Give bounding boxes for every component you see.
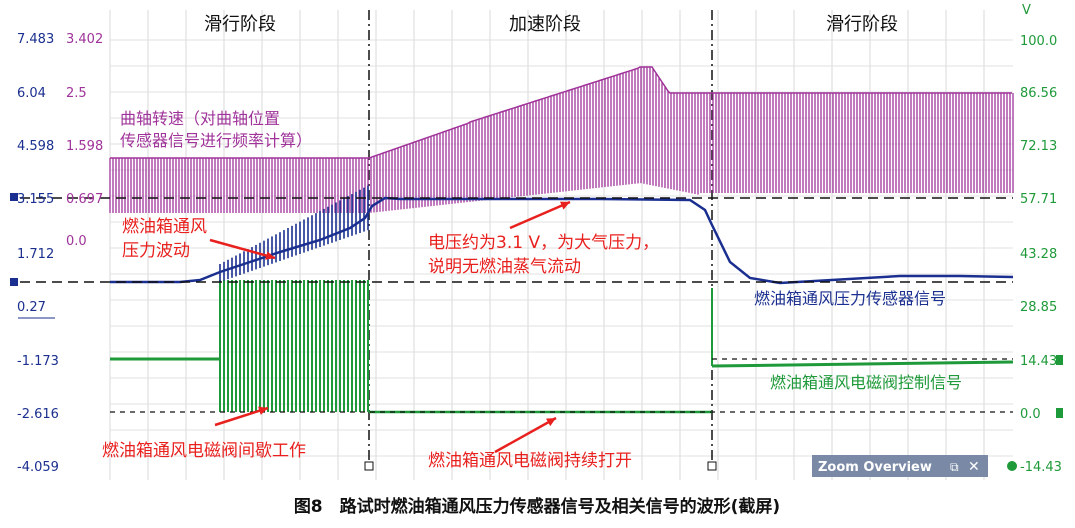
axis-tick-left-magenta: 2.5 — [66, 86, 87, 101]
axis-tick-left-magenta: 0.697 — [66, 192, 103, 207]
grid-lines — [109, 10, 1013, 480]
annotation-solenoid-open: 燃油箱通风电磁阀持续打开 — [428, 451, 632, 471]
arrow-pressure-wave-head — [265, 251, 275, 260]
marker-right-1 — [1056, 355, 1063, 365]
zoom-overview-title: Zoom Overview — [818, 460, 932, 475]
axis-tick-left-blue: 1.712 — [17, 247, 54, 262]
arrow-solenoid-open — [494, 416, 557, 454]
arrow-solenoid-intermittent-head — [258, 406, 268, 415]
annotation-pressure-wave-2: 压力波动 — [122, 241, 190, 261]
axis-tick-left-magenta: 1.598 — [66, 139, 103, 154]
axis-tick-right-green: 28.85 — [1020, 300, 1057, 315]
annotation-solenoid-intermittent: 燃油箱通风电磁阀间歇工作 — [102, 441, 306, 461]
arrow-solenoid-open-head — [546, 418, 556, 427]
axis-tick-left-blue: 3.155 — [17, 192, 54, 207]
phase-marker — [707, 461, 717, 471]
axis-tick-left-blue: 0.27 — [17, 300, 46, 315]
axis-tick-left-blue: 7.483 — [17, 32, 54, 47]
phase-marker — [364, 461, 374, 471]
axis-tick-right-green: -14.43 — [1020, 460, 1062, 475]
axis-labels: 7.483 6.04 4.598 3.155 1.712 0.27 -1.173 -2.616… — [10, 3, 1063, 475]
close-icon[interactable]: ✕ — [968, 459, 980, 475]
annotation-voltage-1: 电压约为3.1 V，为大气压力， — [428, 233, 659, 253]
axis-tick-left-magenta: 3.402 — [66, 32, 103, 47]
axis-tick-left-blue: -4.059 — [17, 460, 59, 475]
axis-tick-right-green: 14.43 — [1020, 354, 1057, 369]
arrow-pressure-wave — [209, 238, 276, 260]
phase-label-accel: 加速阶段 — [509, 14, 581, 35]
axis-tick-left-magenta: 0.0 — [66, 234, 87, 249]
marker-left-1 — [10, 193, 18, 201]
phase-labels: 滑行阶段 加速阶段 滑行阶段 — [204, 14, 898, 35]
phase-label-coast-2: 滑行阶段 — [826, 14, 898, 35]
axis-tick-right-green: 100.0 — [1020, 34, 1057, 49]
annotation-voltage-2: 说明无燃油蒸气流动 — [428, 257, 581, 277]
marker-right-3 — [1007, 461, 1017, 471]
rpm-trace — [109, 66, 1014, 213]
axis-tick-right-green: 86.56 — [1020, 86, 1057, 101]
restore-icon[interactable]: ⧉ — [950, 460, 959, 474]
annotation-solenoid-control: 燃油箱通风电磁阀控制信号 — [770, 373, 962, 392]
arrow-voltage-head — [560, 201, 570, 210]
solenoid-restored — [711, 360, 1014, 368]
phase-label-coast-1: 滑行阶段 — [204, 14, 276, 35]
axis-tick-left-blue: -2.616 — [17, 407, 59, 422]
annotation-pressure-wave-1: 燃油箱通风 — [122, 217, 207, 237]
axis-tick-left-blue: 6.04 — [17, 86, 46, 101]
axis-tick-right-green: 57.71 — [1020, 192, 1057, 207]
zoom-overview-panel[interactable]: Zoom Overview ⧉ ✕ — [812, 455, 988, 477]
axis-tick-right-green: 72.13 — [1020, 139, 1057, 154]
axis-tick-left-blue: -1.173 — [17, 354, 59, 369]
rpm-envelope — [110, 66, 1012, 159]
figure-caption: 图8 路试时燃油箱通风压力传感器信号及相关信号的波形(截屏) — [294, 496, 780, 517]
axis-tick-right-green: 43.28 — [1020, 247, 1057, 262]
axis-tick-left-blue: 4.598 — [17, 139, 54, 154]
annotation-pressure-sensor: 燃油箱通风压力传感器信号 — [754, 289, 946, 308]
annotation-rpm-2: 传感器信号进行频率计算） — [120, 131, 312, 150]
annotation-rpm-1: 曲轴转速（对曲轴位置 — [120, 109, 280, 128]
arrow-voltage — [509, 200, 571, 230]
marker-left-2 — [10, 278, 18, 286]
marker-right-2 — [1056, 408, 1063, 418]
axis-unit-right: V — [1022, 3, 1031, 18]
axis-tick-right-green: 0.0 — [1020, 407, 1041, 422]
arrow-solenoid-intermittent — [214, 406, 269, 427]
